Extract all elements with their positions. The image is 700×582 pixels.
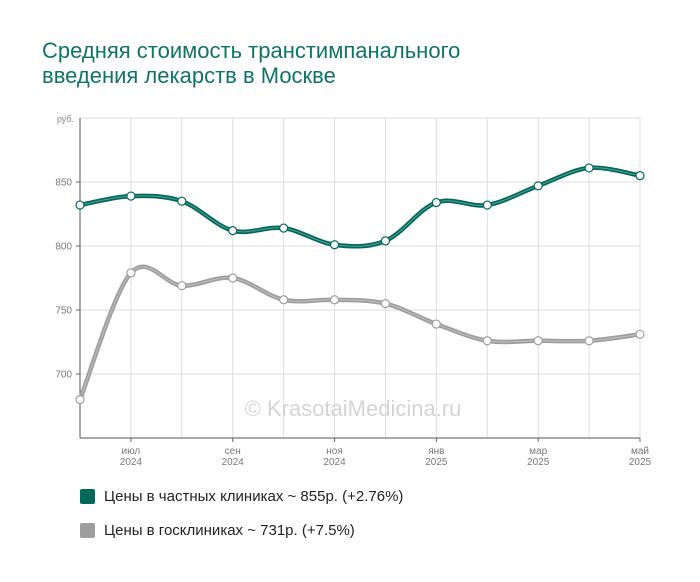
- data-point: [228, 226, 238, 236]
- data-point: [533, 336, 543, 346]
- y-tick-label: 800: [55, 242, 72, 253]
- x-tick-label: ноя 2024: [323, 446, 346, 468]
- data-point: [329, 240, 340, 250]
- data-point: [635, 329, 645, 339]
- data-point: [584, 163, 594, 173]
- legend-label: Цены в госклиниках ~ 731р. (+7.5%): [104, 522, 355, 539]
- x-tick-label: янв 2025: [425, 446, 448, 468]
- data-point: [533, 181, 543, 191]
- data-point: [177, 196, 187, 206]
- data-point: [482, 336, 492, 346]
- legend-swatch: [80, 489, 95, 504]
- data-point: [431, 197, 441, 208]
- y-tick-label: 850: [55, 178, 72, 189]
- watermark: © KrasotaiMedicina.ru: [245, 396, 462, 421]
- data-point: [635, 171, 645, 181]
- data-point: [177, 281, 187, 291]
- data-point: [228, 273, 238, 283]
- y-tick-label: 750: [55, 306, 72, 317]
- data-point: [75, 200, 85, 210]
- x-tick-label: июл 2024: [119, 446, 143, 468]
- series-line: [77, 264, 643, 402]
- data-point: [482, 200, 492, 210]
- y-tick-label: 700: [55, 370, 72, 381]
- data-point: [431, 319, 441, 329]
- legend-label: Цены в частных клиниках ~ 855р. (+2.76%): [104, 488, 404, 505]
- data-point: [126, 268, 136, 278]
- legend-item: Цены в госклиниках ~ 731р. (+7.5%): [80, 522, 355, 539]
- series-line-highlight: [79, 266, 641, 400]
- x-tick-label: сен 2024: [221, 446, 244, 468]
- data-point: [126, 191, 136, 201]
- data-point: [380, 236, 391, 246]
- series-line: [77, 165, 643, 249]
- y-unit-label: руб.: [57, 114, 74, 124]
- data-point: [75, 395, 85, 405]
- x-tick-label: май 2025: [628, 446, 652, 468]
- data-point: [279, 223, 289, 233]
- legend-item: Цены в частных клиниках ~ 855р. (+2.76%): [80, 488, 403, 505]
- data-point: [279, 295, 289, 305]
- data-point: [329, 295, 340, 305]
- chart-title: Средняя стоимость транстимпанального вве…: [42, 38, 461, 88]
- data-point: [380, 299, 391, 309]
- legend-swatch: [80, 523, 95, 538]
- data-point: [584, 336, 594, 346]
- x-tick-label: мар 2025: [527, 446, 550, 468]
